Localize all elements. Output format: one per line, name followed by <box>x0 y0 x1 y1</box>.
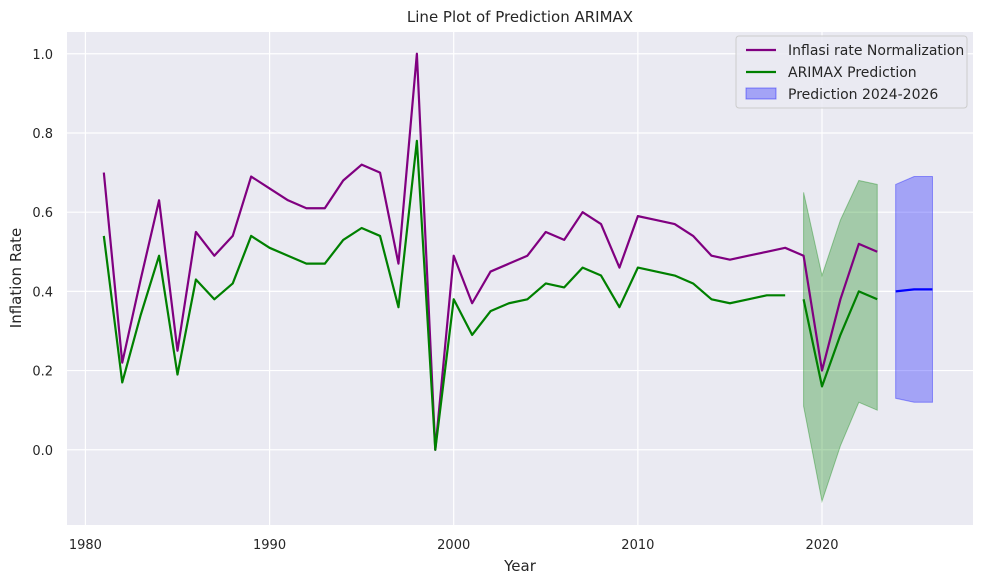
legend-patch-swatch <box>745 87 777 100</box>
legend-label: ARIMAX Prediction <box>788 65 917 81</box>
legend-label: Inflasi rate Normalization <box>788 43 964 59</box>
series-line-2 <box>802 290 878 388</box>
y-axis-label: Inflation Rate <box>7 228 25 328</box>
y-ticks: 0.0 0.2 0.4 0.6 0.8 1.0 <box>32 48 53 459</box>
y-tick-label: 1.0 <box>32 48 53 63</box>
y-tick-label: 0.0 <box>32 444 53 459</box>
series-line-0 <box>102 52 878 451</box>
legend: Inflasi rate Normalization ARIMAX Predict… <box>735 35 968 109</box>
y-tick-label: 0.8 <box>32 127 53 142</box>
x-axis-label: Year <box>503 557 537 575</box>
y-tick-label: 0.6 <box>32 206 53 221</box>
x-ticks: 1980 1990 2000 2010 2020 <box>69 538 839 553</box>
series-lines <box>102 52 933 451</box>
x-tick-label: 2010 <box>621 538 654 553</box>
series-line-3 <box>895 288 933 293</box>
chart-title: Line Plot of Prediction ARIMAX <box>407 8 633 26</box>
x-tick-label: 1980 <box>69 538 102 553</box>
x-tick-label: 2000 <box>437 538 470 553</box>
legend-box <box>735 35 968 109</box>
confidence-band-0 <box>803 179 878 504</box>
series-line-1 <box>102 139 786 451</box>
y-tick-label: 0.2 <box>32 365 53 380</box>
y-tick-label: 0.4 <box>32 285 53 300</box>
legend-label: Prediction 2024-2026 <box>788 87 938 103</box>
x-tick-label: 2020 <box>805 538 838 553</box>
x-tick-label: 1990 <box>253 538 286 553</box>
